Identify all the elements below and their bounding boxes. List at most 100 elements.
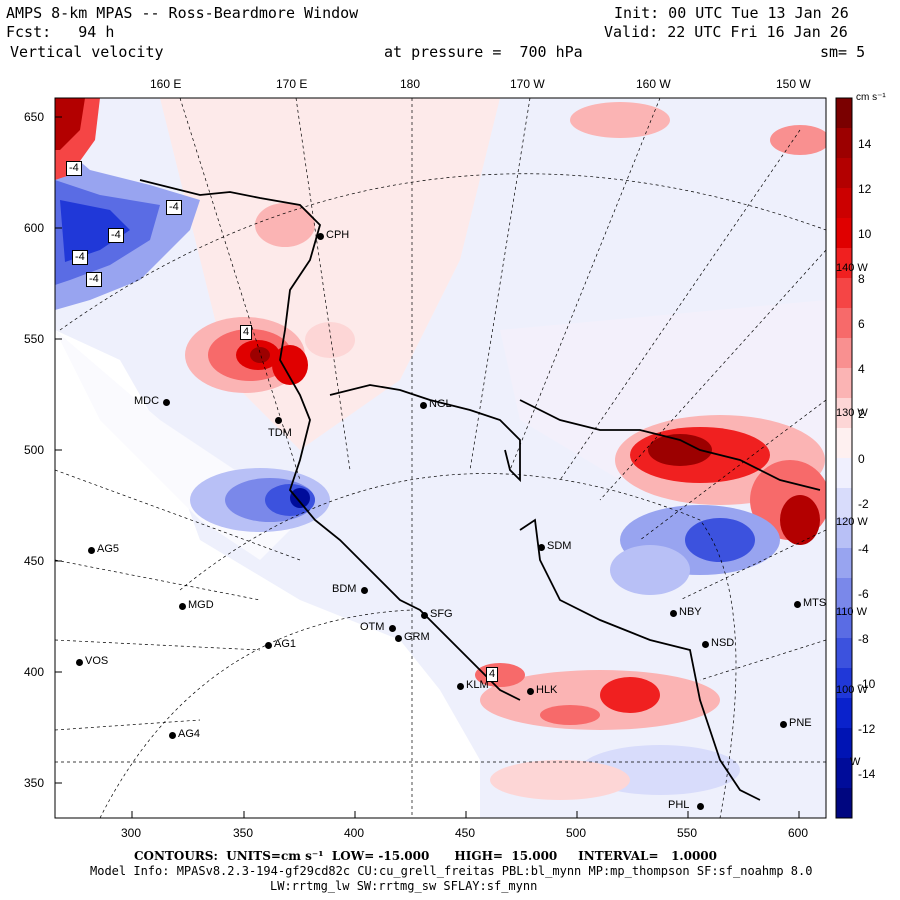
x-tick-600: 600: [788, 826, 809, 840]
colorbar-swatch: [836, 488, 852, 519]
station-label-bdm: BDM: [332, 583, 357, 595]
vertical-velocity-field: [55, 98, 826, 818]
cbar-label-6: 6: [858, 317, 865, 331]
station-label-mts: MTS: [803, 597, 827, 609]
colorbar-swatch: [836, 608, 852, 639]
x-tick-500: 500: [566, 826, 587, 840]
station-marker-cph: [317, 233, 324, 240]
colorbar-swatch: [836, 128, 852, 159]
meridian-w: W: [850, 756, 861, 768]
colorbar-swatch: [836, 278, 852, 309]
colorbar-swatch: [836, 248, 852, 279]
colorbar-swatch: [836, 548, 852, 579]
cbar-label-14: 14: [858, 137, 872, 151]
colorbar-frame: [835, 97, 853, 819]
station-marker-ag5: [88, 547, 95, 554]
y-tick-550: 550: [24, 332, 45, 346]
colorbar-swatch: [836, 728, 852, 759]
y-tick-600: 600: [24, 221, 45, 235]
forecast-hour: Fcst: 94 h: [6, 23, 115, 41]
map-title: AMPS 8-km MPAS -- Ross-Beardmore Window: [6, 4, 359, 22]
x-tick-350: 350: [233, 826, 254, 840]
station-marker-sdm: [538, 544, 545, 551]
cbar-label-10: 10: [858, 227, 872, 241]
station-label-ngl: NGL: [429, 398, 452, 410]
y-tick-500: 500: [24, 443, 45, 457]
station-marker-mdc: [163, 399, 170, 406]
contour-label: 4: [486, 667, 499, 682]
station-label-mdc: MDC: [134, 395, 160, 407]
meridian-100w: 100 W: [836, 684, 868, 696]
lon-label-170w: 170 W: [510, 77, 545, 91]
station-label-grm: GRM: [404, 631, 430, 643]
colorbar-swatch: [836, 668, 852, 699]
station-label-nsd: NSD: [711, 637, 735, 649]
station-marker-sfg: [421, 612, 428, 619]
colorbar-swatch: [836, 98, 852, 129]
x-tick-450: 450: [455, 826, 476, 840]
station-marker-ag1: [265, 642, 272, 649]
station-label-tdm: TDM: [268, 427, 292, 439]
station-marker-otm: [389, 625, 396, 632]
x-tick-300: 300: [121, 826, 142, 840]
colorbar-swatch: [836, 638, 852, 669]
cbar-label-2: 2: [858, 407, 865, 421]
plot-frame: [54, 97, 827, 819]
colorbar-swatch: [836, 398, 852, 429]
colorbar-swatch: [836, 218, 852, 249]
station-marker-mgd: [179, 603, 186, 610]
colorbar-swatch: [836, 758, 852, 789]
colorbar-swatch: [836, 368, 852, 399]
lon-label-180: 180: [400, 77, 421, 91]
cbar-label-0: 0: [858, 452, 865, 466]
contour-label: -4: [108, 228, 124, 243]
cbar-label-12: 12: [858, 182, 872, 196]
station-label-phl: PHL: [668, 799, 690, 811]
x-tick-400: 400: [344, 826, 365, 840]
contour-label: -4: [86, 272, 102, 287]
physics-info: LW:rrtmg_lw SW:rrtmg_sw SFLAY:sf_mynn: [270, 879, 538, 893]
station-marker-phl: [697, 803, 704, 810]
cbar-label-m2: -2: [858, 497, 869, 511]
axis-ticks: [55, 116, 800, 818]
contour-label: -4: [66, 161, 82, 176]
station-marker-grm: [395, 635, 402, 642]
colorbar-swatch: [836, 428, 852, 459]
x-tick-550: 550: [677, 826, 698, 840]
lon-label-150w: 150 W: [776, 77, 811, 91]
station-label-sdm: SDM: [547, 540, 572, 552]
lon-label-160w: 160 W: [636, 77, 671, 91]
y-tick-350: 350: [24, 776, 45, 790]
y-tick-450: 450: [24, 554, 45, 568]
station-marker-pne: [780, 721, 787, 728]
y-tick-400: 400: [24, 665, 45, 679]
init-time: Init: 00 UTC Tue 13 Jan 26: [614, 4, 849, 22]
station-label-ag4: AG4: [178, 728, 201, 740]
station-label-vos: VOS: [85, 655, 109, 667]
colorbar-swatch: [836, 338, 852, 369]
lat-lon-grid: [55, 98, 826, 818]
contour-label: 4: [240, 325, 253, 340]
contours-info: CONTOURS: UNITS=cm s⁻¹ LOW= -15.000 HIGH…: [134, 849, 718, 863]
contour-label: -4: [166, 200, 182, 215]
cbar-label-m14: -14: [858, 767, 876, 781]
station-label-nby: NBY: [679, 606, 702, 618]
colorbar-swatch: [836, 518, 852, 549]
colorbar: [836, 98, 852, 819]
meridian-130w: 130 W: [836, 407, 868, 419]
colorbar-swatch: [836, 788, 852, 819]
cbar-label-m8: -8: [858, 632, 869, 646]
cbar-label-m4: -4: [858, 542, 869, 556]
station-label-pne: PNE: [789, 717, 812, 729]
colorbar-swatch: [836, 458, 852, 489]
station-marker-klm: [457, 683, 464, 690]
cbar-label-8: 8: [858, 272, 865, 286]
pressure-level: at pressure = 700 hPa: [384, 43, 583, 61]
station-marker-nsd: [702, 641, 709, 648]
station-label-hlk: HLK: [536, 684, 558, 696]
meridian-110w: 110 W: [836, 606, 867, 618]
station-marker-nby: [670, 610, 677, 617]
colorbar-units: cm s⁻¹: [856, 92, 886, 103]
station-label-ag1: AG1: [274, 638, 297, 650]
